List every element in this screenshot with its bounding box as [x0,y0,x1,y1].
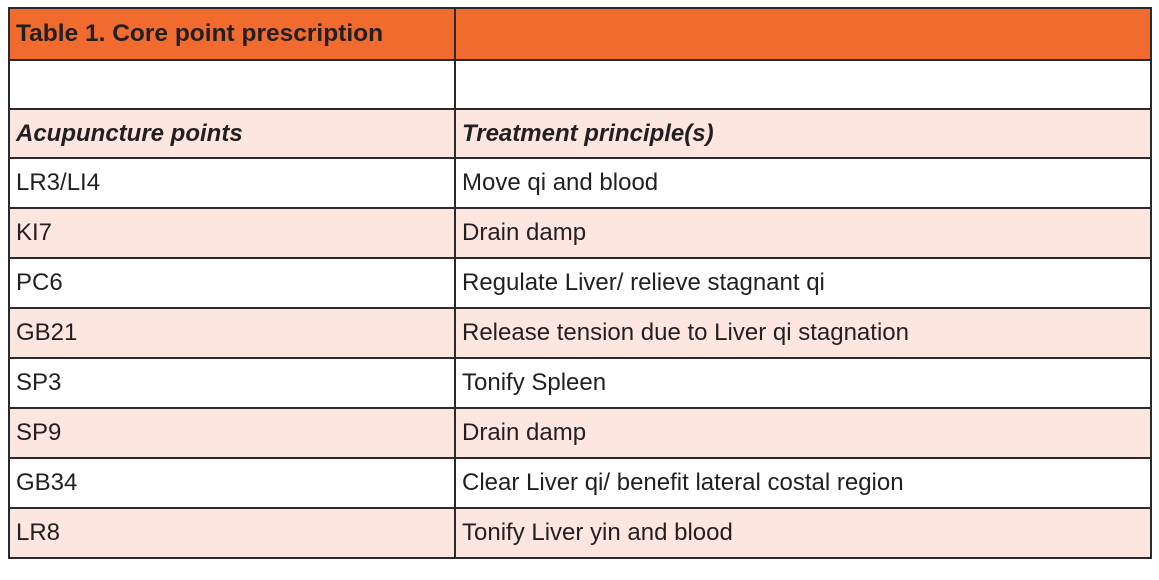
principle-cell: Release tension due to Liver qi stagnati… [454,307,1152,359]
table-title-row: Table 1. Core point prescription [8,7,1152,61]
table-row: PC6 Regulate Liver/ relieve stagnant qi [8,257,1152,309]
table-row: LR8 Tonify Liver yin and blood [8,507,1152,559]
table-row: GB34 Clear Liver qi/ benefit lateral cos… [8,457,1152,509]
principle-cell: Tonify Spleen [454,357,1152,409]
header-acupuncture-points: Acupuncture points [8,108,456,159]
header-row: Acupuncture points Treatment principle(s… [8,108,1152,159]
header-treatment-principles: Treatment principle(s) [454,108,1152,159]
point-cell: LR8 [8,507,456,559]
table-title-cell: Table 1. Core point prescription [8,7,456,61]
table-title: Table 1. Core point prescription [16,19,384,47]
principle-cell: Drain damp [454,407,1152,459]
table-row: GB21 Release tension due to Liver qi sta… [8,307,1152,359]
point-cell: GB21 [8,307,456,359]
point-cell: KI7 [8,207,456,259]
principle-cell: Move qi and blood [454,157,1152,209]
core-point-prescription-table: Table 1. Core point prescription Acupunc… [8,7,1152,559]
principle-cell: Tonify Liver yin and blood [454,507,1152,559]
point-cell: GB34 [8,457,456,509]
table-title-empty-cell [454,7,1152,61]
blank-cell [8,59,456,110]
table-row: SP9 Drain damp [8,407,1152,459]
principle-cell: Regulate Liver/ relieve stagnant qi [454,257,1152,309]
point-cell: PC6 [8,257,456,309]
point-cell: SP3 [8,357,456,409]
table-row: KI7 Drain damp [8,207,1152,259]
point-cell: SP9 [8,407,456,459]
point-cell: LR3/LI4 [8,157,456,209]
blank-row [8,59,1152,110]
table-row: SP3 Tonify Spleen [8,357,1152,409]
principle-cell: Clear Liver qi/ benefit lateral costal r… [454,457,1152,509]
table-row: LR3/LI4 Move qi and blood [8,157,1152,209]
blank-cell [454,59,1152,110]
principle-cell: Drain damp [454,207,1152,259]
